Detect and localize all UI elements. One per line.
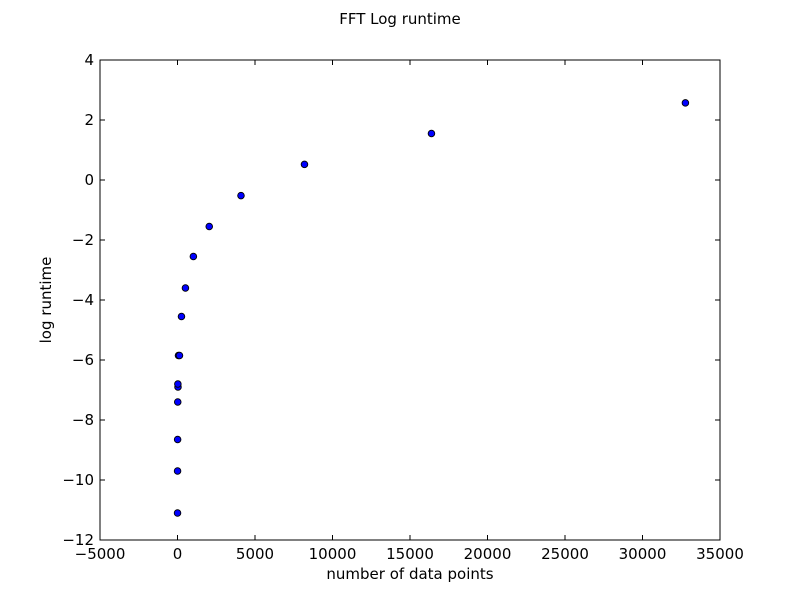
data-point [174, 380, 182, 388]
y-tick-label: 0 [84, 171, 94, 189]
y-tick-label: 4 [84, 51, 94, 69]
chart-title: FFT Log runtime [339, 10, 461, 28]
data-point [173, 509, 182, 517]
data-point [173, 398, 182, 406]
y-tick-label: −10 [62, 471, 94, 489]
x-tick-label: 15000 [386, 545, 434, 563]
x-tick-label: 20000 [464, 545, 512, 563]
data-point [173, 467, 182, 475]
y-tick-label: −12 [62, 531, 94, 549]
data-point [181, 284, 190, 292]
plot-area-frame [99, 59, 721, 541]
x-tick-label: 0 [173, 545, 183, 563]
data-point [681, 99, 690, 107]
data-point [427, 129, 436, 138]
data-point [177, 312, 186, 321]
y-tick-label: −2 [72, 231, 94, 249]
data-point [205, 222, 213, 231]
y-tick-label: −6 [72, 351, 94, 369]
y-tick-label: −4 [72, 291, 94, 309]
data-point [300, 160, 309, 169]
data-point [175, 351, 184, 360]
data-point [173, 435, 182, 444]
x-tick-label: −5000 [75, 545, 126, 563]
x-tick-label: 5000 [236, 545, 274, 563]
x-axis-label: number of data points [326, 565, 493, 583]
y-tick-label: −8 [72, 411, 94, 429]
data-point [189, 252, 198, 261]
data-point [237, 191, 245, 200]
x-tick-label: 10000 [309, 545, 357, 563]
x-tick-label: 30000 [619, 545, 667, 563]
y-axis-label: log runtime [37, 257, 55, 344]
y-tick-label: 2 [84, 111, 94, 129]
x-tick-label: 25000 [541, 545, 589, 563]
x-tick-label: 35000 [696, 545, 744, 563]
